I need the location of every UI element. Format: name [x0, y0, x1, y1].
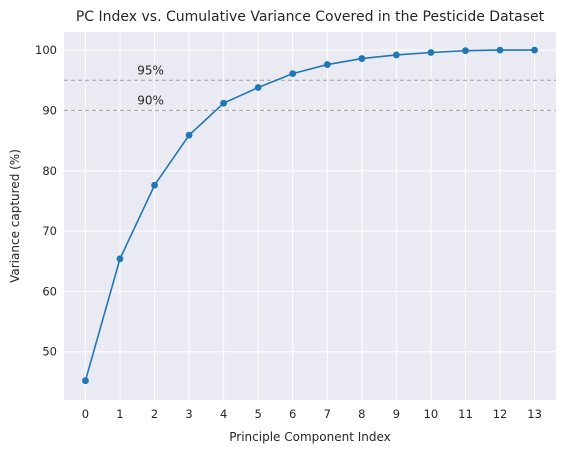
x-tick-label: 2: [151, 407, 158, 421]
x-tick-label: 3: [185, 407, 192, 421]
data-point: [496, 46, 504, 54]
x-tick-label: 0: [82, 407, 89, 421]
threshold-label-90: 90%: [137, 93, 164, 107]
threshold-label-95: 95%: [137, 63, 164, 77]
y-axis-label: Variance captured (%): [8, 149, 22, 283]
plot-area: [64, 32, 556, 400]
data-point: [323, 61, 331, 68]
y-tick-label: 80: [42, 164, 57, 178]
data-point: [289, 70, 297, 78]
data-point: [116, 255, 124, 263]
x-tick-label: 9: [393, 407, 400, 421]
x-tick-label: 12: [493, 407, 508, 421]
data-point: [220, 99, 228, 107]
data-point: [531, 46, 538, 54]
series-cumulative-variance: [82, 46, 538, 385]
y-tick-label: 100: [35, 43, 57, 57]
data-point: [82, 377, 89, 385]
x-tick-label: 7: [324, 407, 331, 421]
data-point: [427, 49, 435, 56]
data-point: [254, 84, 262, 91]
x-tick-label: 10: [424, 407, 439, 421]
data-point: [185, 131, 193, 139]
x-tick-label: 1: [116, 407, 123, 421]
y-tick-label: 90: [42, 103, 57, 117]
x-tick-label: 6: [289, 407, 296, 421]
x-tick-label: 13: [527, 407, 542, 421]
y-tick-label: 70: [42, 224, 57, 238]
x-tick-label: 4: [220, 407, 227, 421]
x-tick-label: 8: [358, 407, 365, 421]
reference-lines: 95% 90%: [64, 63, 556, 111]
x-axis-label: Principle Component Index: [229, 430, 391, 444]
y-tick-label: 50: [42, 345, 57, 359]
x-tick-label: 5: [255, 407, 262, 421]
data-point: [392, 51, 400, 59]
grid: [64, 32, 556, 400]
series-line: [84, 49, 535, 381]
data-point: [151, 181, 158, 189]
data-point: [462, 47, 469, 55]
data-point: [358, 55, 366, 62]
chart-title: PC Index vs. Cumulative Variance Covered…: [76, 9, 545, 25]
x-tick-label: 11: [458, 407, 473, 421]
y-tick-label: 60: [42, 284, 57, 298]
